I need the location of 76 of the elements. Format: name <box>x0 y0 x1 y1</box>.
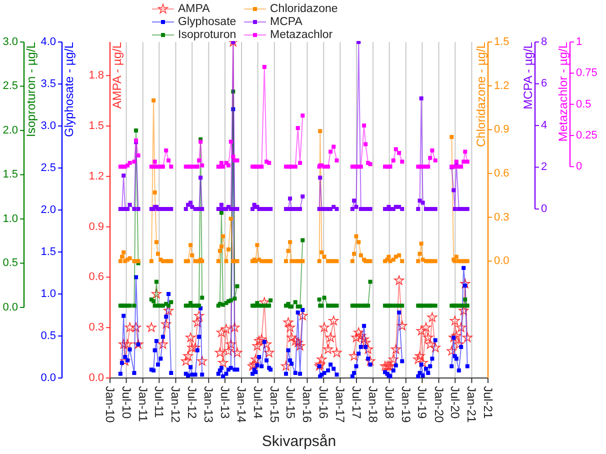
x-tick-label: Jul-14 <box>250 386 265 420</box>
legend-label: AMPA <box>178 3 210 15</box>
y2-tick-label: 0 <box>541 202 548 215</box>
y3-tick-label: 0.5 <box>576 98 592 110</box>
y2-tick-label: 6 <box>541 78 548 90</box>
y-tick-label: 1.2 <box>494 80 510 92</box>
y3-tick-label: 0.25 <box>576 129 598 142</box>
x-tick-label: Jan-21 <box>464 386 479 424</box>
x-tick-label: Jul-17 <box>349 386 364 420</box>
y2-tick-label: 4.0 <box>40 36 56 48</box>
legend-label: Metazachlor <box>270 29 333 41</box>
y-tick-label: 1.8 <box>88 70 104 82</box>
y3-tick-label: 0 <box>576 160 582 173</box>
x-tick-label: Jul-13 <box>218 386 232 420</box>
y-tick-label: 0.0 <box>494 255 510 268</box>
y3-tick-label: 0.0 <box>2 301 18 314</box>
y-axis-title: Chloridazone - µg/L <box>474 42 488 147</box>
x-tick-label: Jul-20 <box>448 386 462 420</box>
y3-tick-label: 0.5 <box>2 257 18 270</box>
legend-label: Chloridazone <box>270 3 338 15</box>
y2-tick-label: 3.0 <box>40 120 56 132</box>
y2-tick-label: 2.0 <box>40 204 56 216</box>
x-tick-label: Jul-11 <box>152 386 166 418</box>
x-tick-label: Jul-16 <box>316 386 331 420</box>
y-tick-label: 0.3 <box>88 322 104 334</box>
y-tick-label: 1.5 <box>494 36 510 48</box>
y2-tick-label: 1.5 <box>40 246 56 258</box>
x-tick-label: Jul-19 <box>415 386 430 420</box>
legend-label: MCPA <box>270 16 303 28</box>
y3-axis-title: Isoproturon - µg/L <box>24 42 38 137</box>
x-tick-label: Jan-13 <box>202 386 216 424</box>
y2-tick-label: 0.0 <box>40 372 56 384</box>
x-tick-label: Jul-12 <box>185 386 200 420</box>
y3-tick-label: 0.75 <box>576 67 598 80</box>
x-tick-label: Jan-14 <box>234 386 249 424</box>
y2-tick-label: 3.5 <box>40 78 56 90</box>
y-tick-label: 0.9 <box>494 124 510 136</box>
x-tick-label: Jan-19 <box>398 386 413 424</box>
y-tick-label: 1.5 <box>88 120 104 132</box>
legend-label: Glyphosate <box>178 16 236 28</box>
y2-tick-label: 1.0 <box>40 288 56 300</box>
x-tick-label: Jan-12 <box>168 386 183 424</box>
x-tick-label: Jan-17 <box>333 386 348 424</box>
x-tick-label: Jul-21 <box>481 386 495 420</box>
x-tick-label: Jan-16 <box>300 386 314 424</box>
y3-tick-label: 1.5 <box>2 168 18 181</box>
y-tick-label: 0.6 <box>494 167 510 180</box>
x-tick-label: Jul-18 <box>382 386 396 420</box>
legend-label: Isoproturon <box>178 29 236 41</box>
y3-tick-label: 3.0 <box>2 36 18 48</box>
y3-tick-label: 1 <box>576 36 582 48</box>
y-tick-label: 1.2 <box>88 170 104 182</box>
y3-tick-label: 1.0 <box>2 212 18 225</box>
y2-axis-title: Glyphosate - µg/L <box>62 42 76 137</box>
y-axis-title: AMPA - µg/L <box>110 42 124 109</box>
x-tick-label: Jul-15 <box>284 386 298 420</box>
y-tick-label: 0.0 <box>88 372 104 384</box>
y-tick-label: 0.9 <box>88 220 104 233</box>
x-tick-label: Jan-15 <box>267 386 282 424</box>
y2-tick-label: 0.5 <box>40 330 56 342</box>
y2-tick-label: 2 <box>541 161 548 174</box>
x-tick-label: Jul-10 <box>119 386 134 420</box>
x-tick-label: Jan-20 <box>432 386 446 424</box>
y3-tick-label: 2.0 <box>2 124 18 136</box>
x-tick-label: Jan-11 <box>136 386 150 422</box>
y3-tick-label: 2.5 <box>2 80 18 92</box>
y2-tick-label: 8 <box>541 36 548 48</box>
y3-axis-title: Metazachlor - µg/L <box>556 42 570 142</box>
x-axis-title: Skivarpsån <box>262 433 336 450</box>
x-tick-label: Jan-18 <box>366 386 380 424</box>
y2-axis-title: MCPA - µg/L <box>521 42 535 110</box>
y2-tick-label: 4 <box>541 119 548 132</box>
y2-tick-label: 2.5 <box>40 162 56 174</box>
y-tick-label: 0.6 <box>88 271 104 284</box>
x-tick-label: Jan-10 <box>103 386 117 424</box>
y-tick-label: 0.3 <box>494 211 510 224</box>
